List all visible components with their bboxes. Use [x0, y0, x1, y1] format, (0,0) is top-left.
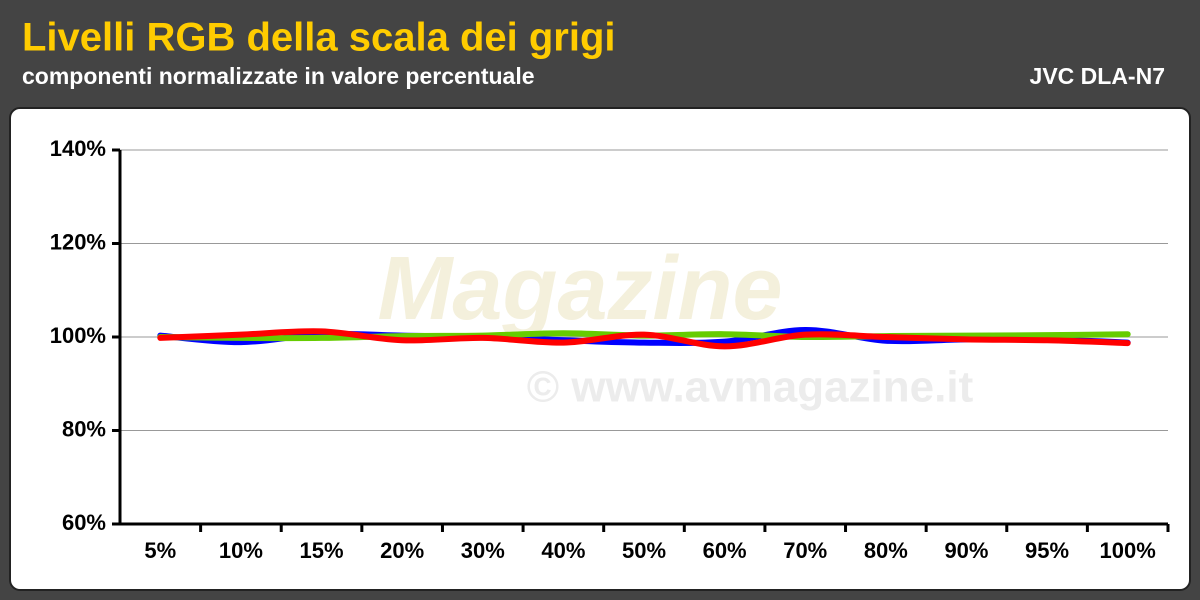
y-tick-label: 60% — [62, 510, 106, 535]
x-tick-label: 5% — [144, 538, 176, 563]
watermark-brand: Magazine — [377, 239, 782, 339]
y-tick-label: 80% — [62, 416, 106, 441]
x-tick-label: 50% — [622, 538, 666, 563]
x-tick-label: 10% — [219, 538, 263, 563]
y-tick-label: 140% — [50, 136, 106, 161]
y-tick-label: 120% — [50, 229, 106, 254]
x-tick-label: 90% — [944, 538, 988, 563]
chart-title: Livelli RGB della scala dei grigi — [22, 16, 616, 60]
x-tick-label: 100% — [1100, 538, 1156, 563]
x-tick-label: 40% — [541, 538, 585, 563]
x-tick-label: 70% — [783, 538, 827, 563]
plot-panel — [9, 107, 1191, 591]
series-line — [157, 328, 1131, 350]
x-tick-label: 60% — [703, 538, 747, 563]
chart-subtitle: componenti normalizzate in valore percen… — [22, 63, 535, 89]
x-tick-label: 95% — [1025, 538, 1069, 563]
watermark-url: © www.avmagazine.it — [527, 363, 974, 412]
x-tick-label: 80% — [864, 538, 908, 563]
device-label: JVC DLA-N7 — [1030, 63, 1165, 89]
x-tick-label: 30% — [461, 538, 505, 563]
y-tick-label: 100% — [50, 323, 106, 348]
x-tick-label: 15% — [300, 538, 344, 563]
x-tick-label: 20% — [380, 538, 424, 563]
